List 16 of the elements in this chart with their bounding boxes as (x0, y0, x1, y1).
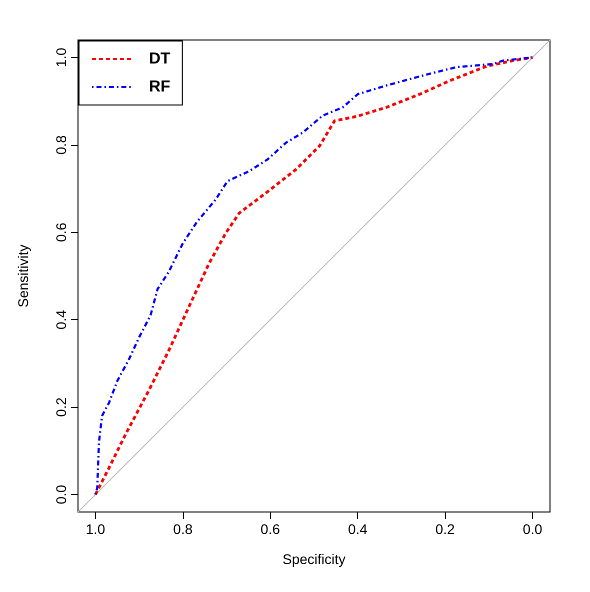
x-axis-title: Specificity (282, 551, 346, 567)
x-tick-label: 0.4 (348, 521, 368, 537)
y-tick-label: 0.4 (53, 310, 69, 330)
x-tick-label: 0.0 (522, 521, 542, 537)
x-tick-label: 1.0 (86, 521, 106, 537)
y-tick-label: 0.8 (53, 134, 69, 155)
legend-label: RF (149, 78, 171, 96)
y-tick-label: 0.6 (53, 222, 69, 242)
y-tick-label: 0.0 (53, 484, 69, 504)
y-tick-label: 0.2 (53, 397, 69, 417)
x-tick-label: 0.8 (173, 521, 193, 537)
x-tick-label: 0.2 (435, 521, 456, 537)
y-axis-title: Sensitivity (15, 244, 31, 308)
legend-label: DT (149, 50, 171, 68)
x-tick-label: 0.6 (260, 521, 280, 537)
y-tick-label: 1.0 (53, 48, 69, 68)
